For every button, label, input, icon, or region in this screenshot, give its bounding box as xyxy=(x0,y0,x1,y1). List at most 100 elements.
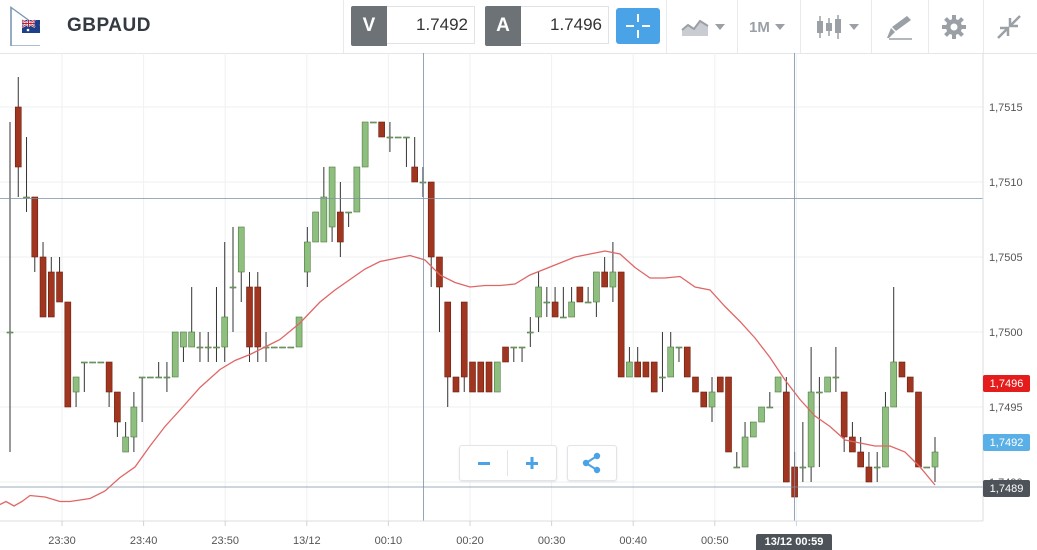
candle-body xyxy=(39,256,47,318)
candle-body xyxy=(469,361,476,393)
candle-body xyxy=(799,466,807,469)
candle-body xyxy=(683,346,691,378)
candle-body xyxy=(320,196,328,243)
candle-body xyxy=(593,271,600,303)
chevron-down-icon xyxy=(774,24,785,30)
candle-body xyxy=(741,436,749,468)
candle-body xyxy=(337,211,344,243)
collapse-button[interactable] xyxy=(996,8,1022,46)
collapse-icon xyxy=(997,15,1021,39)
candle-body xyxy=(171,331,179,378)
candle-body xyxy=(576,286,584,303)
candle-body xyxy=(147,376,154,379)
candle-body xyxy=(394,136,402,139)
candle-body xyxy=(493,361,501,393)
chart-type-button[interactable] xyxy=(680,8,725,46)
candle-body xyxy=(857,451,864,468)
crosshair-time-label: 13/12 00:59 xyxy=(756,534,832,550)
share-icon xyxy=(582,452,601,474)
candle-body xyxy=(14,106,22,168)
candle-body xyxy=(840,391,848,438)
candle-body xyxy=(527,331,534,334)
ask-value: 1.7496 xyxy=(521,6,609,44)
candle-body xyxy=(237,226,245,273)
candle-body xyxy=(568,301,575,318)
candle-body xyxy=(849,436,856,453)
candle-body xyxy=(551,301,559,318)
candle-body xyxy=(708,391,716,408)
candle-body xyxy=(254,286,262,348)
timeframe-dropdown[interactable]: 1M xyxy=(749,8,785,46)
toolbar-divider xyxy=(928,0,929,53)
crosshair-button[interactable] xyxy=(616,8,660,44)
candle-body xyxy=(130,406,138,438)
gear-icon xyxy=(942,15,966,39)
time-tick-label: 23:40 xyxy=(130,535,158,547)
drawing-tool-icon xyxy=(887,16,912,40)
candle-body xyxy=(138,376,146,379)
settings-button[interactable] xyxy=(941,8,967,46)
candle-style-button[interactable] xyxy=(814,8,859,46)
candle-body xyxy=(312,211,319,243)
zoom-divider xyxy=(507,450,508,476)
candle-body xyxy=(931,451,939,468)
candle-body xyxy=(361,121,369,168)
candle-body xyxy=(816,391,823,394)
candle-body xyxy=(386,136,394,139)
candle-body xyxy=(452,376,460,393)
candle-body xyxy=(733,466,741,469)
candle-body xyxy=(584,301,592,304)
candle-body xyxy=(692,376,699,393)
price-tick-label: 1,7515 xyxy=(989,102,1023,114)
candle-body xyxy=(650,361,658,393)
candle-body xyxy=(295,316,303,348)
candle-body xyxy=(716,376,724,393)
candle-body xyxy=(23,196,30,199)
candle-body xyxy=(72,376,80,393)
candle-body xyxy=(485,361,493,393)
candle-body xyxy=(419,181,427,184)
drawing-tools-button[interactable] xyxy=(885,8,913,46)
crosshair-lines xyxy=(0,53,983,521)
zoom-controls xyxy=(459,445,557,481)
pair-title: GBPAUD xyxy=(67,15,151,36)
candle-body xyxy=(204,346,212,349)
candlestick-icon xyxy=(817,15,841,39)
candle-body xyxy=(328,166,336,228)
candle-body xyxy=(535,286,542,318)
share-button[interactable] xyxy=(567,445,617,481)
candle-body xyxy=(196,346,204,349)
price-tick-label: 1,7505 xyxy=(989,252,1023,264)
candle-body xyxy=(634,361,641,378)
candle-body xyxy=(213,346,220,349)
candle-body xyxy=(725,376,732,453)
candle-body xyxy=(518,346,526,349)
candle-body xyxy=(47,271,55,318)
candle-body xyxy=(188,331,195,348)
candle-body xyxy=(31,196,39,258)
ask-label: A xyxy=(485,6,521,46)
candle-body xyxy=(510,346,518,349)
price-tag-bid: 1,7492 xyxy=(983,434,1030,451)
candle-body xyxy=(246,286,253,348)
zoom-out-button[interactable] xyxy=(460,446,507,480)
candle-body xyxy=(502,346,509,363)
candle-body xyxy=(6,331,14,334)
moving-average-line xyxy=(0,250,936,507)
candle-body xyxy=(180,331,187,348)
candle-body xyxy=(898,361,906,378)
candle-body xyxy=(617,271,625,378)
toolbar: GBPAUD V 1.7492 A 1.7496 1M xyxy=(0,0,1037,54)
candle-body xyxy=(270,346,278,349)
candle-body xyxy=(64,301,72,408)
price-tick-label: 1,7495 xyxy=(989,402,1023,414)
plus-icon xyxy=(525,457,538,469)
zoom-in-button[interactable] xyxy=(508,446,555,480)
candle-body xyxy=(444,301,452,378)
candle-body xyxy=(122,436,129,453)
candle-body xyxy=(81,361,88,364)
toolbar-divider xyxy=(800,0,801,53)
toolbar-divider xyxy=(983,0,984,53)
candle-body xyxy=(345,211,352,214)
